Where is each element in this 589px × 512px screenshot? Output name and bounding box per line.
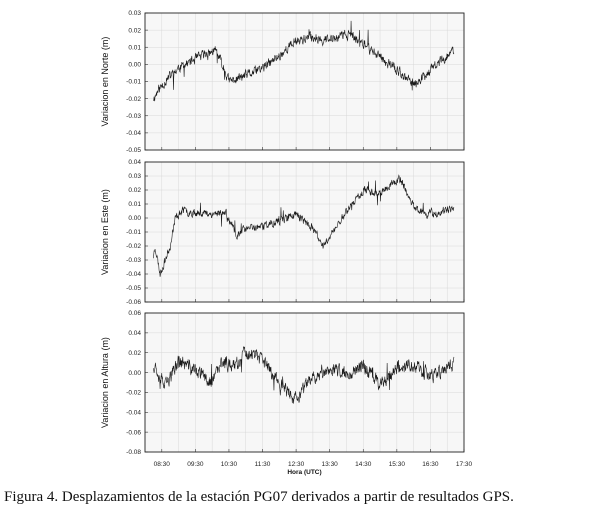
plot-frame xyxy=(144,12,465,151)
x-tick-label: 14:30 xyxy=(355,461,372,468)
x-tick-label: 12:30 xyxy=(288,461,305,468)
y-tick-label: 0.00 xyxy=(128,370,141,377)
y-tick-label: -0.04 xyxy=(126,271,141,278)
panel-height: 0.06 0.04 0.02 0.00 -0.02 -0.04 -0.06 -0.08 Vari… xyxy=(100,310,465,456)
series-line xyxy=(153,20,455,102)
y-tick-label: -0.06 xyxy=(126,429,141,436)
y-axis-label: Variacion en Norte (m) xyxy=(100,37,110,127)
y-tick-label: 0.02 xyxy=(128,187,141,194)
figure-caption: Figura 4. Desplazamientos de la estación… xyxy=(4,489,514,505)
panel-east: 0.04 0.03 0.02 0.01 0.00 -0.01 -0.02 -0.03 -0.04… xyxy=(100,159,465,306)
y-tick-label: -0.06 xyxy=(126,299,141,306)
series-line xyxy=(153,174,455,277)
y-tick-label: -0.03 xyxy=(126,113,141,120)
x-tick-label: 17:30 xyxy=(456,461,473,468)
plot-frame xyxy=(144,161,465,303)
y-tick-label: 0.04 xyxy=(128,159,141,166)
x-tick-label: 16:30 xyxy=(422,461,439,468)
y-tick-label: 0.02 xyxy=(128,27,141,34)
y-tick-label: 0.01 xyxy=(128,44,141,51)
plot-area xyxy=(145,313,464,452)
time-axis: 08:30 09:30 10:30 11:30 12:30 13:30 14:30 15:30… xyxy=(154,461,473,476)
y-tick-label: 0.02 xyxy=(128,350,141,357)
x-tick-label: 15:30 xyxy=(389,461,406,468)
y-tick-label: -0.01 xyxy=(126,229,141,236)
y-tick-label: -0.05 xyxy=(126,147,141,154)
panel-north: 0.03 0.02 0.01 0.00 -0.01 -0.02 -0.03 -0.04 -0.0… xyxy=(100,10,465,154)
y-tick-label: 0.00 xyxy=(128,215,141,222)
y-tick-label: 0.03 xyxy=(128,10,141,17)
y-tick-label: -0.04 xyxy=(126,130,141,137)
x-tick-label: 11:30 xyxy=(255,461,271,468)
y-tick-label: -0.02 xyxy=(126,390,141,397)
y-tick-label: 0.03 xyxy=(128,173,141,180)
y-axis-label: Variacion en Este (m) xyxy=(100,189,110,275)
y-tick-label: 0.01 xyxy=(128,201,141,208)
x-tick-label: 08:30 xyxy=(154,461,171,468)
y-tick-label: -0.05 xyxy=(126,285,141,292)
y-tick-label: -0.02 xyxy=(126,96,141,103)
y-tick-label: -0.01 xyxy=(126,79,141,86)
y-tick-label: -0.02 xyxy=(126,243,141,250)
y-tick-label: -0.04 xyxy=(126,409,141,416)
y-axis-label: Variacion en Altura (m) xyxy=(100,337,110,428)
series-line xyxy=(153,346,455,404)
y-tick-label: -0.03 xyxy=(126,257,141,264)
x-tick-label: 10:30 xyxy=(221,461,238,468)
y-tick-label: 0.04 xyxy=(128,330,141,337)
y-tick-label: -0.08 xyxy=(126,449,141,456)
x-axis-label: Hora (UTC) xyxy=(287,469,321,476)
y-tick-label: 0.00 xyxy=(128,62,141,69)
y-tick-label: 0.06 xyxy=(128,310,141,317)
x-tick-label: 09:30 xyxy=(187,461,204,468)
plot-frame xyxy=(144,312,465,453)
x-tick-label: 13:30 xyxy=(322,461,339,468)
